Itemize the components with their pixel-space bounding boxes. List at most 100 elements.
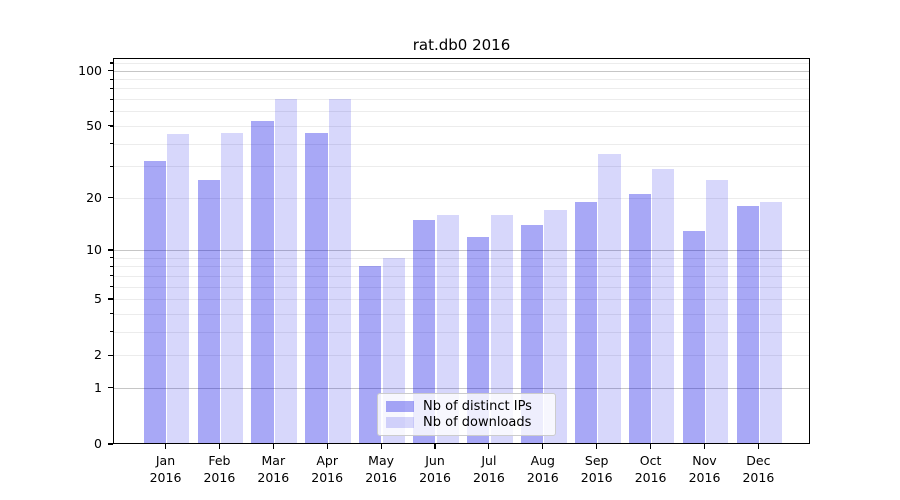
x-tick-label-month: Oct (639, 453, 662, 468)
y-minor-tick (110, 98, 113, 100)
y-tick-label: 100 (78, 62, 102, 78)
x-tick-label-month: Nov (692, 453, 717, 468)
x-tick-label: May 2016 (349, 452, 413, 486)
y-minor-tick (110, 143, 113, 145)
legend-swatch-distinct-ips (386, 401, 414, 412)
bar-downloads-mar (274, 99, 298, 444)
x-tick-label-year: 2016 (365, 470, 397, 485)
x-tick-label-year: 2016 (634, 470, 667, 485)
y-minor-tick (110, 78, 113, 80)
y-tick-label: 1 (94, 379, 102, 395)
y-minor-tick (110, 62, 113, 64)
x-tick-label-year: 2016 (311, 470, 344, 485)
x-tick (650, 444, 652, 449)
minor-gridline (113, 331, 810, 333)
x-tick-label: Oct 2016 (619, 452, 683, 486)
y-tick (108, 387, 113, 389)
x-tick-label: Jun 2016 (403, 452, 467, 486)
bar-downloads-sep (598, 154, 621, 444)
minor-gridline (113, 275, 810, 277)
chart-title: rat.db0 2016 (412, 36, 511, 54)
x-tick-label: Nov 2016 (673, 452, 737, 486)
minor-gridline (113, 62, 810, 64)
x-tick-label-month: Sep (584, 453, 609, 468)
y-tick-label: 10 (86, 242, 102, 257)
bar-downloads-dec (760, 201, 783, 444)
x-tick-label-month: Mar (261, 453, 286, 468)
y-minor-tick (110, 197, 113, 199)
bar-downloads-jun (436, 214, 459, 444)
legend-swatch-downloads (386, 417, 414, 428)
y-tick (108, 249, 113, 251)
x-tick-label-year: 2016 (419, 470, 451, 485)
minor-gridline (113, 166, 810, 168)
x-tick-label: Sep 2016 (565, 452, 629, 486)
minor-gridline (113, 313, 810, 315)
minor-gridline (113, 197, 810, 199)
minor-gridline (113, 257, 810, 259)
minor-gridline (113, 299, 810, 300)
minor-gridline (113, 99, 810, 101)
x-tick-label-year: 2016 (257, 470, 290, 485)
x-tick (488, 444, 490, 449)
bar-distinct-ips-aug (520, 224, 544, 444)
y-minor-tick (110, 265, 113, 267)
legend-item-downloads: Nb of downloads (386, 416, 546, 429)
bar-downloads-aug (544, 210, 567, 444)
minor-gridline (113, 88, 810, 90)
x-tick-label-year: 2016 (203, 470, 236, 485)
y-minor-tick (110, 313, 113, 315)
x-tick-label: Jul 2016 (457, 452, 521, 486)
bar-downloads-apr (328, 99, 352, 444)
x-tick-label-month: Apr (316, 453, 338, 468)
bar-distinct-ips-sep (574, 201, 598, 444)
x-tick-label-month: Feb (208, 453, 231, 468)
minor-gridline (113, 143, 810, 145)
minor-gridline (113, 355, 810, 357)
x-tick-label-month: Jul (481, 453, 497, 468)
bar-downloads-nov (706, 180, 729, 444)
y-tick-label: 50 (86, 117, 102, 133)
y-minor-tick (110, 125, 113, 127)
x-tick-label-month: Aug (530, 453, 555, 468)
bar-downloads-feb (221, 132, 244, 444)
y-minor-tick (110, 110, 113, 113)
x-tick (272, 444, 274, 449)
bar-distinct-ips-oct (628, 193, 651, 444)
x-tick (596, 444, 598, 449)
y-tick (108, 70, 113, 72)
x-tick-label: Dec 2016 (726, 452, 790, 486)
x-tick-label-year: 2016 (149, 470, 182, 485)
y-minor-tick (110, 286, 113, 288)
x-tick-label: Jan 2016 (134, 452, 198, 486)
bar-downloads-oct (652, 168, 675, 444)
x-tick-label-year: 2016 (526, 470, 559, 485)
major-gridline (113, 70, 810, 72)
minor-gridline (113, 286, 810, 288)
y-minor-tick (110, 165, 113, 167)
y-minor-tick (110, 257, 113, 259)
bar-distinct-ips-jul (467, 236, 490, 444)
y-minor-tick (110, 275, 113, 277)
minor-gridline (113, 125, 810, 127)
bar-distinct-ips-mar (251, 121, 274, 444)
bar-distinct-ips-nov (682, 230, 705, 444)
x-tick (542, 444, 544, 449)
x-tick-label-month: Jan (155, 453, 176, 468)
y-minor-tick (110, 331, 113, 333)
bar-distinct-ips-may (359, 266, 382, 444)
legend: Nb of distinct IPs Nb of downloads (377, 393, 556, 436)
x-tick (757, 444, 759, 449)
bar-distinct-ips-feb (197, 180, 220, 444)
plot-frame (113, 58, 810, 444)
bar-distinct-ips-jun (413, 219, 436, 444)
x-tick-label-year: 2016 (580, 470, 613, 485)
x-tick-label-year: 2016 (472, 470, 505, 485)
x-tick (218, 444, 220, 449)
legend-label-distinct-ips: Nb of distinct IPs (423, 399, 532, 414)
x-tick (326, 444, 328, 449)
bar-distinct-ips-apr (305, 132, 328, 444)
x-tick-label-month: Dec (746, 453, 771, 468)
x-tick-label: Aug 2016 (511, 452, 575, 486)
